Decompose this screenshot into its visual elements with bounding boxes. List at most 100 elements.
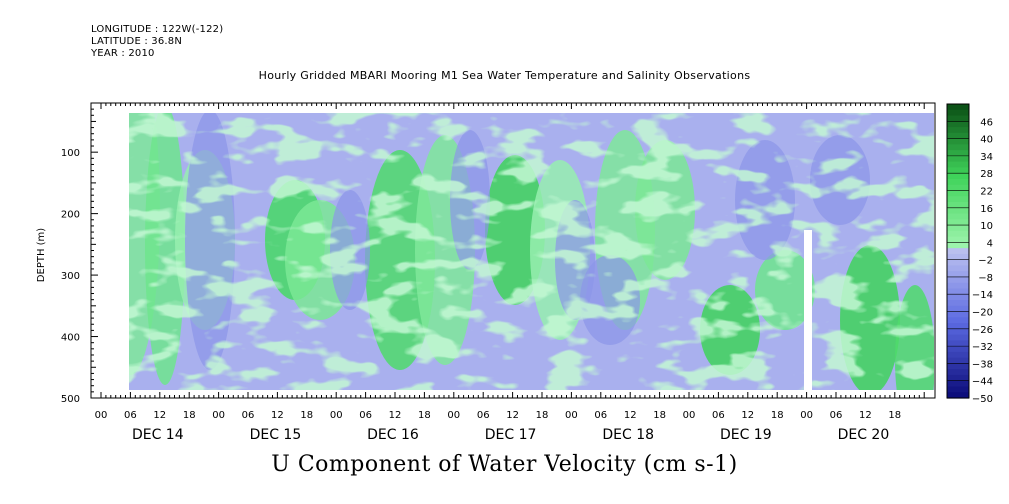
y-tick-label: 200 — [61, 210, 80, 221]
x-hour-label: 12 — [153, 410, 166, 421]
colorbar-label: −50 — [972, 394, 993, 405]
x-hour-label: 18 — [183, 410, 196, 421]
colorbar-segment — [947, 259, 969, 267]
colorbar-segment — [947, 300, 969, 307]
colorbar-segment — [947, 150, 969, 157]
colorbar-label: −8 — [978, 273, 993, 284]
chart-title: Hourly Gridded MBARI Mooring M1 Sea Wate… — [258, 69, 751, 82]
x-day-label: DEC 15 — [250, 427, 302, 443]
y-axis-label: DEPTH (m) — [36, 228, 47, 282]
x-hour-label: 06 — [124, 410, 137, 421]
x-hour-label: 06 — [242, 410, 255, 421]
x-hour-label: 00 — [683, 410, 696, 421]
colorbar-segment — [947, 236, 969, 243]
colorbar-segment — [947, 155, 969, 163]
year-label: YEAR : 2010 — [91, 48, 155, 59]
x-day-label: DEC 19 — [720, 427, 772, 443]
x-day-label: DEC 17 — [485, 427, 537, 443]
longitude-label: LONGITUDE : 122W(-122) — [91, 24, 224, 35]
x-hour-label: 18 — [536, 410, 549, 421]
x-hour-label: 06 — [594, 410, 607, 421]
x-hour-label: 18 — [653, 410, 666, 421]
x-hour-label: 12 — [506, 410, 519, 421]
x-hour-label: 06 — [359, 410, 372, 421]
colorbar-segment — [947, 121, 969, 128]
x-hour-label: 12 — [271, 410, 284, 421]
colorbar-segment — [947, 202, 969, 209]
colorbar-segment — [947, 253, 969, 261]
colorbar-label: 40 — [980, 135, 993, 146]
colorbar-segment — [947, 323, 969, 330]
colorbar-segment — [947, 219, 969, 226]
colorbar-segment — [947, 265, 969, 272]
velocity-field — [129, 113, 934, 390]
colorbar-label: −44 — [972, 377, 993, 388]
colorbar-segment — [947, 144, 969, 151]
x-hour-label: 18 — [418, 410, 431, 421]
x-axis: 00 06 12 18 00 06 12 18 00 06 12 18 00 06 12 18 00 06 12 18… — [95, 103, 925, 443]
colorbar-label: −26 — [972, 325, 993, 336]
colorbar-segment — [947, 392, 969, 399]
colorbar-segment — [947, 288, 969, 295]
colorbar-segment — [947, 317, 969, 324]
colorbar-segment — [947, 225, 969, 232]
colorbar-label: 4 — [987, 238, 993, 249]
y-tick-label: 100 — [61, 148, 80, 159]
x-hour-label: 18 — [300, 410, 313, 421]
variable-title: U Component of Water Velocity (cm s-1) — [271, 452, 738, 477]
field-noise — [129, 113, 934, 390]
colorbar-segment — [947, 328, 969, 336]
colorbar-segment — [947, 276, 969, 284]
data-gap — [804, 230, 812, 390]
x-hour-label: 00 — [447, 410, 460, 421]
colorbar-segment — [947, 207, 969, 215]
colorbar-segment — [947, 305, 969, 313]
y-tick-label: 400 — [61, 333, 80, 344]
x-hour-label: 06 — [712, 410, 725, 421]
colorbar-segment — [947, 346, 969, 353]
x-hour-label: 00 — [212, 410, 225, 421]
x-day-label: DEC 14 — [132, 427, 184, 443]
x-hour-label: 12 — [624, 410, 637, 421]
x-hour-label: 12 — [741, 410, 754, 421]
colorbar-label: 10 — [980, 221, 993, 232]
colorbar-segment — [947, 132, 969, 140]
colorbar-segment — [947, 213, 969, 220]
colorbar-segment — [947, 173, 969, 180]
colorbar-label: −32 — [972, 342, 993, 353]
colorbar-segment — [947, 167, 969, 174]
colorbar-segment — [947, 357, 969, 365]
y-axis: 100 200 300 400 500 — [61, 102, 98, 405]
colorbar-segment — [947, 363, 969, 370]
colorbar-label: 28 — [980, 169, 993, 180]
colorbar-label: −38 — [972, 359, 993, 370]
colorbar-segment — [947, 294, 969, 301]
x-hour-label: 12 — [859, 410, 872, 421]
colorbar-label: −14 — [972, 290, 993, 301]
colorbar-segment — [947, 109, 969, 117]
colorbar-segment — [947, 196, 969, 203]
x-day-label: DEC 16 — [367, 427, 419, 443]
colorbar-segment — [947, 190, 969, 197]
colorbar-segment — [947, 184, 969, 192]
colorbar-segment — [947, 351, 969, 359]
colorbar-segment — [947, 230, 969, 238]
colorbar-segment — [947, 374, 969, 382]
colorbar-label: 16 — [980, 204, 993, 215]
colorbar-label: 46 — [980, 117, 993, 128]
x-hour-label: 06 — [477, 410, 490, 421]
colorbar-segment — [947, 271, 969, 278]
colorbar-segment — [947, 178, 969, 186]
x-hour-label: 00 — [565, 410, 578, 421]
colorbar-segment — [947, 334, 969, 341]
colorbar-segment — [947, 127, 969, 134]
colorbar-segment — [947, 386, 969, 393]
x-hour-label: 18 — [771, 410, 784, 421]
latitude-label: LATITUDE : 36.8N — [91, 36, 183, 47]
x-hour-label: 12 — [389, 410, 402, 421]
colorbar-segment — [947, 282, 969, 290]
colorbar-segment — [947, 242, 969, 249]
colorbar: 46 40 34 28 22 16 10 4 −2 −8 −14 −20 −26 −32 −38 −44 −50 — [946, 103, 993, 405]
x-day-label: DEC 20 — [838, 427, 890, 443]
